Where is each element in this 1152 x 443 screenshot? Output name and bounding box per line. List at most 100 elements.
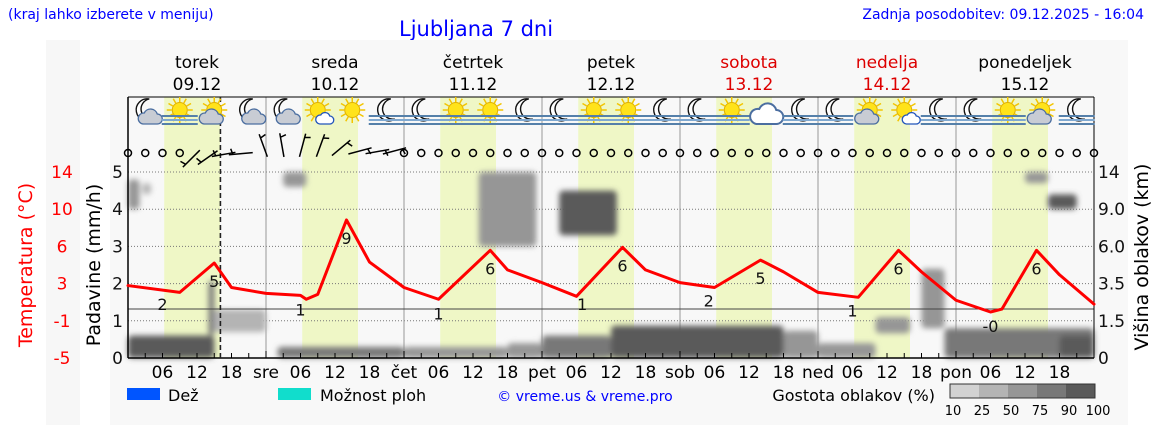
moon-fog-icon — [403, 98, 440, 125]
sun-cloud-icon — [854, 97, 883, 125]
calm-wind-marker — [658, 148, 667, 158]
calm-wind-marker — [779, 148, 788, 158]
location-menu-hint: (kraj lahko izberete v meniju) — [8, 7, 214, 23]
density-level-label: 50 — [1003, 404, 1020, 419]
daylight-band — [716, 97, 772, 358]
calm-wind-marker — [1003, 148, 1012, 158]
cloud-height-tick-label: 0 — [1098, 349, 1109, 369]
cloud-height-tick-label: 6.0 — [1098, 237, 1125, 257]
day-date: 11.12 — [449, 75, 498, 95]
temp-max-label: 5 — [209, 272, 219, 291]
calm-wind-marker — [848, 148, 857, 158]
x-hour-label: 06 — [290, 363, 312, 383]
day-date: 15.12 — [1001, 75, 1050, 95]
density-level-label: 75 — [1032, 404, 1049, 419]
calm-wind-marker — [641, 148, 650, 158]
cloud-patch — [214, 309, 266, 332]
day-name: petek — [587, 53, 635, 73]
calm-wind-marker — [727, 148, 736, 158]
moon-fog-icon — [368, 98, 405, 125]
cloud-patch — [128, 335, 215, 358]
cloud-patch — [1048, 194, 1077, 210]
x-hour-label: 12 — [600, 363, 622, 383]
sun-fog-icon — [437, 97, 474, 125]
temp-tick-label: 6 — [57, 237, 68, 257]
showers-swatch — [278, 388, 311, 400]
precip-axis-title: Padavine (mm/h) — [83, 184, 105, 347]
calm-wind-marker — [744, 148, 754, 158]
density-swatch — [950, 384, 979, 398]
cloud-patch — [404, 346, 508, 358]
x-day-label: ned — [802, 363, 834, 383]
calm-wind-marker — [141, 148, 150, 158]
cloud-patch — [944, 328, 1094, 358]
sun-fog-icon — [989, 97, 1026, 125]
temp-tick-label: 14 — [51, 163, 73, 183]
density-swatch — [1008, 384, 1037, 398]
cloud-height-tick-label: 9.0 — [1098, 200, 1125, 220]
temp-max-label: 6 — [485, 259, 495, 278]
cloud-patch — [875, 317, 910, 334]
day-name: sreda — [311, 53, 358, 73]
cloud-patch — [142, 183, 151, 195]
sun-fog-icon — [161, 97, 198, 125]
x-hour-label: 12 — [324, 363, 346, 383]
calm-wind-marker — [555, 148, 564, 158]
temp-max-label: 9 — [341, 229, 351, 248]
axes — [127, 96, 1095, 359]
temp-min-label: 1 — [847, 302, 857, 321]
precip-tick-label: 5 — [112, 163, 123, 183]
density-scale-border — [949, 383, 1096, 399]
wind-barb — [331, 139, 353, 157]
x-hour-label: 18 — [773, 363, 795, 383]
last-updated: Zadnja posodobitev: 09.12.2025 - 16:04 — [862, 7, 1144, 23]
density-swatch — [1066, 384, 1095, 398]
wind-row — [123, 133, 1099, 168]
cloud-patch — [1025, 172, 1048, 184]
moon-fog-icon — [782, 98, 819, 125]
rain-legend-label: Dež — [168, 386, 199, 405]
moon-cloud-icon — [135, 98, 163, 125]
calm-wind-marker — [693, 148, 702, 158]
temp-tick-label: 3 — [57, 275, 68, 295]
calm-wind-marker — [882, 148, 892, 158]
density-swatch — [1037, 384, 1066, 398]
calm-wind-marker — [796, 148, 805, 158]
temperature-series: 2 5 1 9 1 6 1 6 2 5 1 6 -0 6 — [126, 218, 1096, 336]
calm-wind-marker — [831, 148, 840, 158]
day-date: 13.12 — [725, 75, 774, 95]
sun-smallcloud-icon — [304, 97, 335, 125]
calm-wind-marker — [710, 148, 719, 158]
temp-max-label: 5 — [755, 269, 765, 288]
temp-tick-label: 10 — [51, 200, 73, 220]
calm-wind-marker — [589, 148, 598, 158]
weather-icons — [135, 97, 1095, 125]
day-date: 14.12 — [863, 75, 912, 95]
cloud-patch — [277, 346, 404, 358]
moon-cloud-icon — [273, 98, 301, 125]
calm-wind-marker — [123, 148, 133, 158]
cloud-patch — [921, 268, 945, 329]
wind-barb — [180, 149, 201, 168]
cloud-patch — [128, 179, 140, 210]
calm-wind-marker — [468, 148, 478, 158]
day-name: ponedeljek — [978, 53, 1072, 73]
sun-fog-icon — [472, 97, 509, 125]
cloud-patch — [542, 335, 611, 358]
x-hour-label: 12 — [1014, 363, 1036, 383]
temp-min-label: 2 — [157, 295, 167, 314]
cloud-height-tick-label: 1.5 — [1098, 312, 1125, 332]
daylight-band — [854, 97, 910, 358]
sun-cloud-icon — [1026, 97, 1056, 125]
calm-wind-marker — [451, 148, 460, 158]
calm-wind-marker — [1020, 148, 1030, 158]
calm-wind-marker — [917, 148, 926, 158]
cloud-patch — [283, 172, 307, 187]
temp-max-label: 6 — [1031, 259, 1041, 278]
calm-wind-marker — [624, 148, 633, 158]
temperature-line — [126, 218, 1096, 314]
temp-axis-title: Temperatura (°C) — [15, 183, 37, 348]
temp-min-label: 1 — [577, 295, 587, 314]
calm-wind-marker — [675, 148, 685, 158]
calm-wind-marker — [503, 148, 512, 158]
